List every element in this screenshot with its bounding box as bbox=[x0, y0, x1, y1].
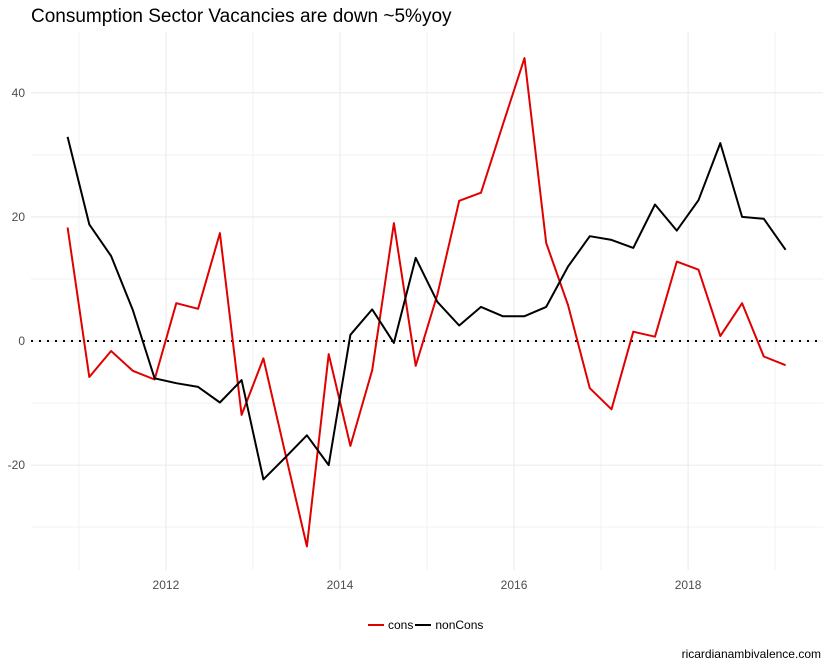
axis-labels: -20 0 20 40 2012 2014 2016 2018 bbox=[8, 86, 702, 592]
legend-item-noncons: nonCons bbox=[415, 618, 485, 632]
legend-key-cons bbox=[368, 624, 384, 626]
x-tick-label: 2018 bbox=[675, 578, 702, 592]
legend: cons nonCons bbox=[368, 618, 485, 632]
grid-lines bbox=[31, 32, 823, 570]
legend-label-cons: cons bbox=[388, 618, 414, 632]
x-tick-label: 2016 bbox=[501, 578, 528, 592]
y-tick-label: 20 bbox=[12, 210, 26, 224]
y-tick-label: 40 bbox=[12, 86, 26, 100]
chart-title: Consumption Sector Vacancies are down ~5… bbox=[31, 6, 452, 27]
series-lines bbox=[66, 57, 787, 548]
series-line-noncons bbox=[66, 136, 787, 481]
legend-item-cons: cons bbox=[368, 618, 415, 632]
source-caption: ricardianambivalence.com bbox=[681, 647, 821, 661]
legend-key-noncons bbox=[415, 624, 432, 626]
series-line-cons bbox=[66, 57, 786, 548]
x-tick-label: 2012 bbox=[153, 578, 180, 592]
y-tick-label: -20 bbox=[8, 458, 26, 472]
x-tick-label: 2014 bbox=[327, 578, 354, 592]
y-tick-label: 0 bbox=[18, 334, 25, 348]
legend-label-noncons: nonCons bbox=[435, 618, 484, 632]
